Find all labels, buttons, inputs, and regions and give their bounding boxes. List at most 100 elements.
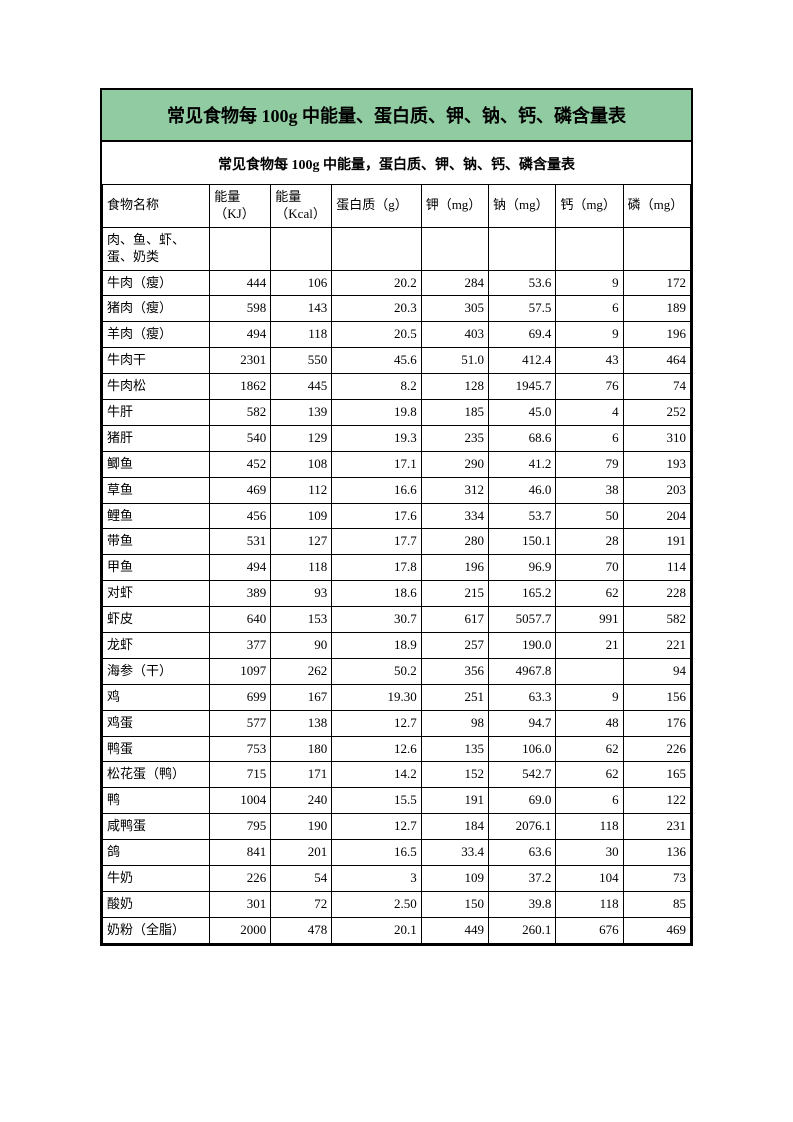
value-cell: 189 <box>623 296 690 322</box>
value-cell: 45.6 <box>332 348 421 374</box>
value-cell: 104 <box>556 866 623 892</box>
value-cell: 51.0 <box>421 348 488 374</box>
value-cell: 135 <box>421 736 488 762</box>
value-cell: 1004 <box>210 788 271 814</box>
value-cell: 28 <box>556 529 623 555</box>
table-row: 草鱼46911216.631246.038203 <box>103 477 691 503</box>
value-cell: 6 <box>556 425 623 451</box>
subtitle-row: 常见食物每 100g 中能量，蛋白质、钾、钠、钙、磷含量表 <box>102 142 691 184</box>
value-cell: 221 <box>623 633 690 659</box>
value-cell: 93 <box>271 581 332 607</box>
empty-cell <box>556 227 623 270</box>
table-row: 肉、鱼、虾、蛋、奶类 <box>103 227 691 270</box>
value-cell: 128 <box>421 374 488 400</box>
value-cell: 98 <box>421 710 488 736</box>
empty-cell <box>421 227 488 270</box>
table-row: 鸭100424015.519169.06122 <box>103 788 691 814</box>
value-cell: 550 <box>271 348 332 374</box>
value-cell: 5057.7 <box>489 607 556 633</box>
value-cell: 456 <box>210 503 271 529</box>
value-cell: 676 <box>556 917 623 943</box>
table-row: 牛肉（瘦）44410620.228453.69172 <box>103 270 691 296</box>
value-cell: 2076.1 <box>489 814 556 840</box>
value-cell: 228 <box>623 581 690 607</box>
value-cell: 235 <box>421 425 488 451</box>
food-name-cell: 鸭蛋 <box>103 736 210 762</box>
food-name-cell: 松花蛋（鸭） <box>103 762 210 788</box>
food-name-cell: 牛肉（瘦） <box>103 270 210 296</box>
food-name-cell: 甲鱼 <box>103 555 210 581</box>
value-cell: 156 <box>623 684 690 710</box>
value-cell: 12.6 <box>332 736 421 762</box>
value-cell: 4 <box>556 400 623 426</box>
value-cell: 389 <box>210 581 271 607</box>
value-cell: 2301 <box>210 348 271 374</box>
value-cell: 152 <box>421 762 488 788</box>
empty-cell <box>271 227 332 270</box>
value-cell: 334 <box>421 503 488 529</box>
value-cell: 795 <box>210 814 271 840</box>
value-cell: 9 <box>556 270 623 296</box>
value-cell: 19.30 <box>332 684 421 710</box>
empty-cell <box>623 227 690 270</box>
value-cell: 582 <box>623 607 690 633</box>
value-cell: 201 <box>271 840 332 866</box>
value-cell: 17.1 <box>332 451 421 477</box>
value-cell: 109 <box>271 503 332 529</box>
col-header-p: 磷（mg） <box>623 185 690 228</box>
value-cell: 305 <box>421 296 488 322</box>
food-name-cell: 鸡 <box>103 684 210 710</box>
col-header-protein: 蛋白质（g） <box>332 185 421 228</box>
value-cell: 19.8 <box>332 400 421 426</box>
value-cell: 4967.8 <box>489 658 556 684</box>
value-cell: 50.2 <box>332 658 421 684</box>
food-name-cell: 奶粉（全脂） <box>103 917 210 943</box>
value-cell: 69.0 <box>489 788 556 814</box>
value-cell: 2000 <box>210 917 271 943</box>
value-cell: 90 <box>271 633 332 659</box>
value-cell: 167 <box>271 684 332 710</box>
value-cell: 193 <box>623 451 690 477</box>
table-row: 龙虾3779018.9257190.021221 <box>103 633 691 659</box>
value-cell: 150 <box>421 891 488 917</box>
value-cell: 118 <box>271 322 332 348</box>
table-row: 海参（干）109726250.23564967.894 <box>103 658 691 684</box>
value-cell: 122 <box>623 788 690 814</box>
value-cell: 139 <box>271 400 332 426</box>
table-row: 松花蛋（鸭）71517114.2152542.762165 <box>103 762 691 788</box>
food-name-cell: 海参（干） <box>103 658 210 684</box>
value-cell: 48 <box>556 710 623 736</box>
value-cell: 74 <box>623 374 690 400</box>
food-name-cell: 草鱼 <box>103 477 210 503</box>
value-cell: 540 <box>210 425 271 451</box>
value-cell: 114 <box>623 555 690 581</box>
value-cell: 252 <box>623 400 690 426</box>
value-cell: 136 <box>623 840 690 866</box>
value-cell: 50 <box>556 503 623 529</box>
table-row: 鲫鱼45210817.129041.279193 <box>103 451 691 477</box>
value-cell: 18.6 <box>332 581 421 607</box>
header-row: 食物名称 能量（KJ） 能量（Kcal） 蛋白质（g） 钾（mg） 钠（mg） … <box>103 185 691 228</box>
food-name-cell: 带鱼 <box>103 529 210 555</box>
value-cell: 356 <box>421 658 488 684</box>
food-name-cell: 猪肝 <box>103 425 210 451</box>
value-cell: 17.6 <box>332 503 421 529</box>
food-name-cell: 羊肉（瘦） <box>103 322 210 348</box>
table-row: 猪肉（瘦）59814320.330557.56189 <box>103 296 691 322</box>
value-cell: 753 <box>210 736 271 762</box>
value-cell: 18.9 <box>332 633 421 659</box>
value-cell: 469 <box>210 477 271 503</box>
value-cell: 45.0 <box>489 400 556 426</box>
value-cell: 118 <box>556 891 623 917</box>
value-cell: 20.2 <box>332 270 421 296</box>
food-name-cell: 牛肉干 <box>103 348 210 374</box>
food-name-cell: 鸽 <box>103 840 210 866</box>
value-cell: 33.4 <box>421 840 488 866</box>
value-cell: 290 <box>421 451 488 477</box>
food-name-cell: 鸡蛋 <box>103 710 210 736</box>
value-cell: 53.6 <box>489 270 556 296</box>
value-cell: 39.8 <box>489 891 556 917</box>
value-cell: 118 <box>271 555 332 581</box>
value-cell: 185 <box>421 400 488 426</box>
value-cell: 3 <box>332 866 421 892</box>
